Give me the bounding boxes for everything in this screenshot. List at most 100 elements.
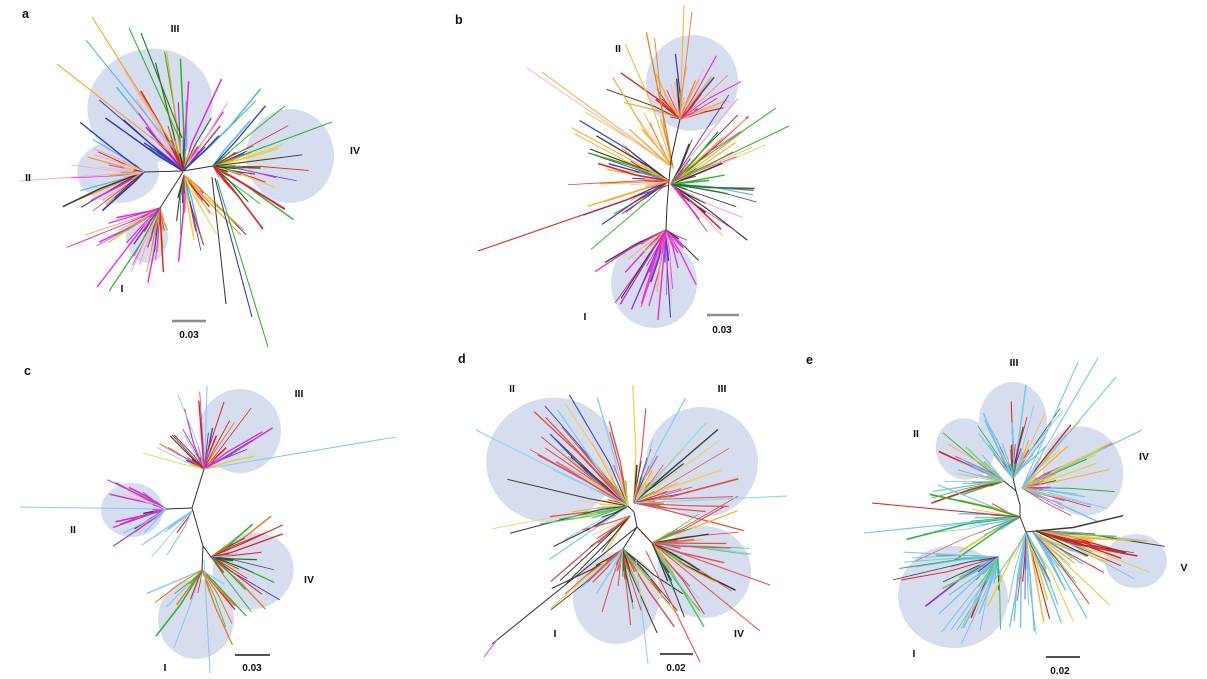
clade-label: II xyxy=(913,428,919,440)
branch xyxy=(141,510,193,546)
branch xyxy=(130,207,161,273)
clade-blob xyxy=(199,389,281,473)
outlier-branch xyxy=(651,542,771,586)
branch xyxy=(665,229,682,247)
outlier-branch xyxy=(651,542,761,632)
branch xyxy=(655,73,681,120)
branch xyxy=(203,455,255,470)
branch xyxy=(1025,531,1037,636)
branch xyxy=(942,432,1005,482)
clade-branches-i xyxy=(594,229,700,321)
clade-label: IV xyxy=(304,574,314,586)
branch xyxy=(104,117,184,172)
outlier-branch xyxy=(1021,361,1079,489)
branch xyxy=(108,207,161,292)
branch xyxy=(657,229,667,321)
branch xyxy=(201,569,236,607)
branch xyxy=(154,569,203,603)
branch xyxy=(978,433,1014,479)
branch xyxy=(1032,531,1090,604)
clade-label: III xyxy=(718,383,727,395)
clade-label: I xyxy=(164,662,167,674)
branch xyxy=(1025,531,1049,601)
branch xyxy=(553,505,629,547)
branch xyxy=(101,171,145,212)
clade-label: III xyxy=(171,23,180,35)
clade-blob xyxy=(898,545,1008,649)
branch xyxy=(643,229,667,253)
clade-label: V xyxy=(1180,562,1187,574)
branch xyxy=(651,542,674,574)
branch xyxy=(123,508,167,534)
branch xyxy=(679,100,731,120)
outlier-branch xyxy=(526,67,674,169)
branch xyxy=(186,456,205,470)
branch xyxy=(171,434,205,470)
branch xyxy=(622,548,678,612)
panel-letter: c xyxy=(24,364,31,378)
branch xyxy=(651,542,700,571)
branch xyxy=(537,454,629,507)
branch xyxy=(183,174,195,241)
clade-label: I xyxy=(584,311,587,323)
branch xyxy=(651,527,693,544)
branch xyxy=(173,434,205,470)
branch xyxy=(670,130,744,185)
clade-label: I xyxy=(913,648,916,660)
branch xyxy=(679,74,729,120)
branch xyxy=(108,207,161,244)
branch xyxy=(993,531,1027,581)
branch xyxy=(199,391,205,470)
branch xyxy=(135,98,184,172)
branch xyxy=(929,493,1021,518)
branch xyxy=(1035,514,1124,532)
clade-branches-i xyxy=(550,548,684,634)
branch xyxy=(982,480,1005,483)
panel-letter: b xyxy=(455,13,463,27)
outlier-branch xyxy=(671,125,790,183)
scale-bar-label: 0.03 xyxy=(179,330,199,341)
branch xyxy=(182,428,205,470)
outlier-branch xyxy=(541,71,674,169)
outlier-branch xyxy=(1021,357,1099,489)
branch xyxy=(1021,487,1064,499)
outlier-branch xyxy=(678,11,693,120)
branch xyxy=(1025,531,1059,605)
branch xyxy=(641,128,674,169)
trunk-edge xyxy=(1012,477,1017,492)
branch xyxy=(212,165,236,170)
trunk-edge xyxy=(1003,480,1017,492)
clade-label: IV xyxy=(1139,451,1149,463)
branch xyxy=(539,505,629,525)
branch xyxy=(1012,410,1064,479)
clade-blob xyxy=(979,382,1047,460)
clade-blob xyxy=(1105,534,1167,588)
branch xyxy=(1021,487,1072,516)
branch xyxy=(133,207,161,245)
branch xyxy=(116,207,161,219)
branch xyxy=(212,154,303,167)
branch xyxy=(651,539,695,544)
clade-branches-iii xyxy=(632,385,745,532)
branch xyxy=(550,515,631,583)
clade-branches-iv xyxy=(210,515,284,612)
clade-branches-sw xyxy=(141,510,193,558)
clade-branches-i xyxy=(892,551,1002,645)
branch xyxy=(1035,530,1144,541)
trunk-edge xyxy=(1015,490,1021,506)
branch xyxy=(679,93,702,120)
clade-label: II xyxy=(509,383,515,395)
clade-label: IV xyxy=(734,628,744,640)
branch xyxy=(1021,445,1069,489)
branch xyxy=(654,37,674,169)
branch xyxy=(151,510,193,558)
clade-branches-se xyxy=(1032,531,1111,619)
branch xyxy=(176,174,185,222)
branch xyxy=(594,229,667,273)
trunk-edge xyxy=(191,468,205,509)
outlier-branch xyxy=(203,559,211,674)
trunk-edge xyxy=(1025,530,1037,533)
outlier-branch xyxy=(214,177,253,318)
